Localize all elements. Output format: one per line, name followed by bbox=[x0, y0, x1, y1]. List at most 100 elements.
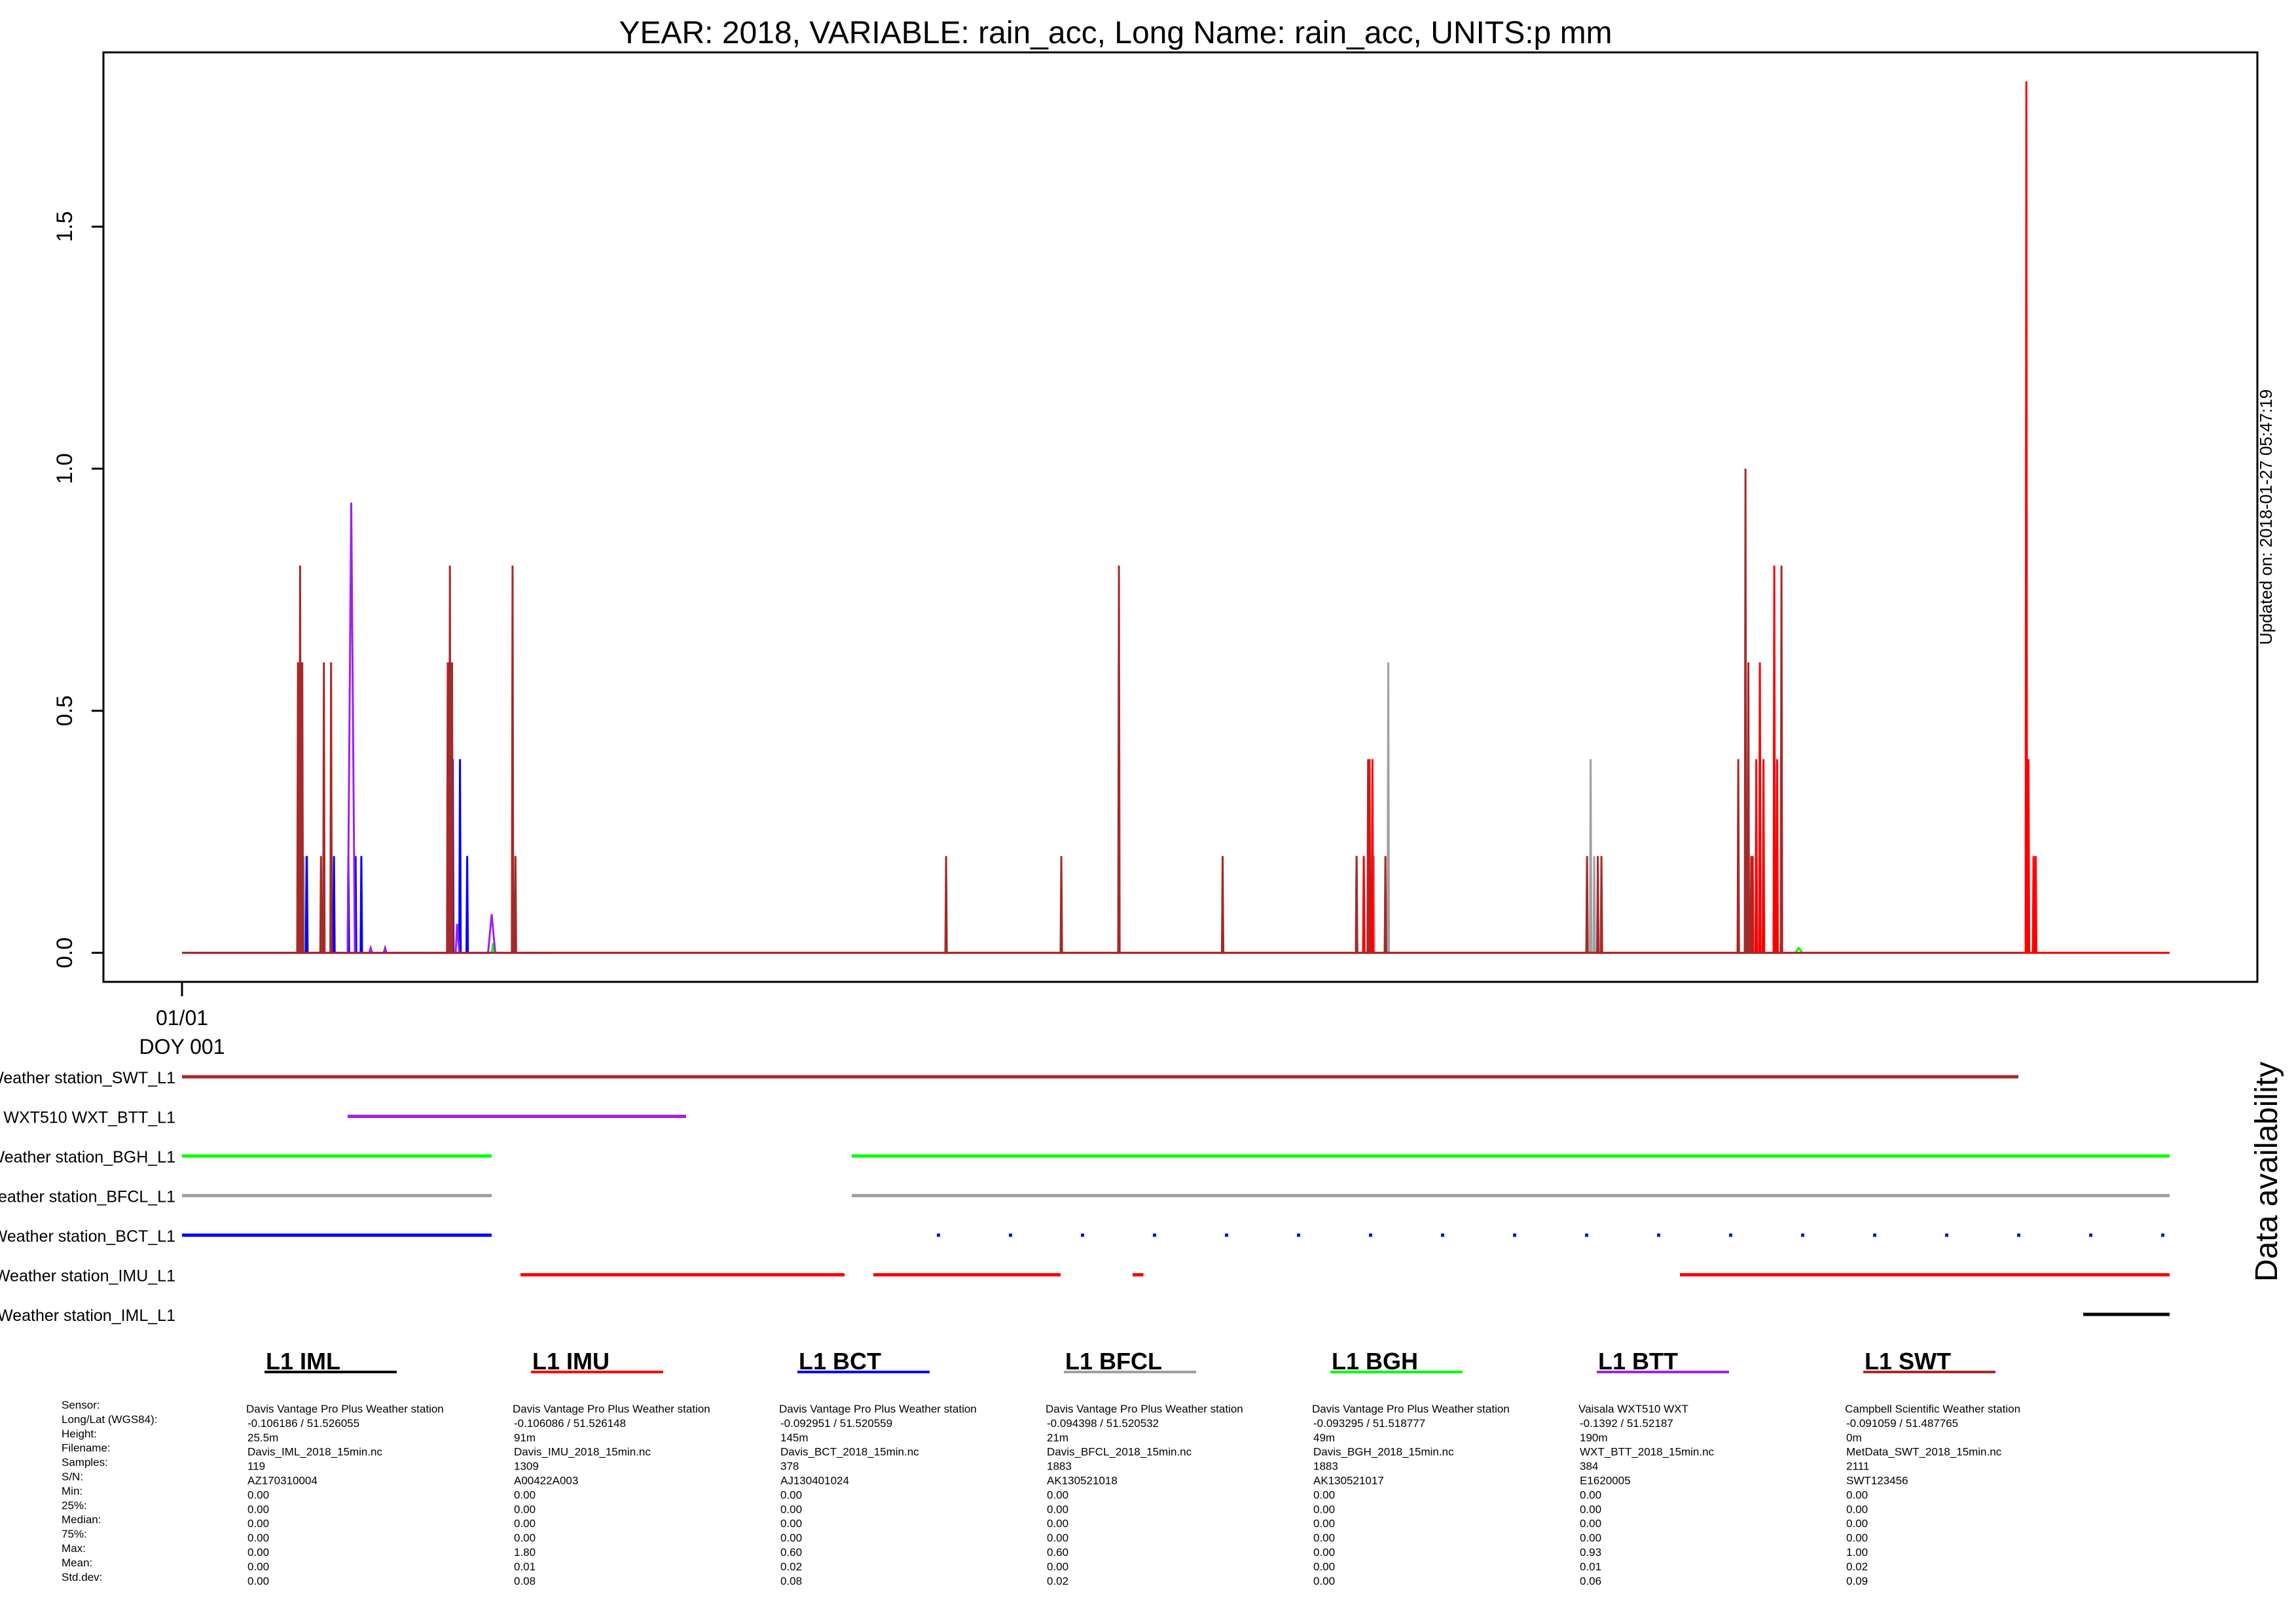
station-stat-value: 0.01 bbox=[514, 1561, 536, 1573]
availability-row-label: Davis Vantage Pro Plus Weather station_B… bbox=[0, 1148, 175, 1166]
station-stat-value: -0.092951 / 51.520559 bbox=[780, 1417, 892, 1430]
y-tick-label: 0.5 bbox=[52, 695, 77, 726]
station-stat-value: SWT123456 bbox=[1846, 1475, 1908, 1487]
availability-dot bbox=[1297, 1233, 1300, 1237]
stats-row-label: 25%: bbox=[62, 1499, 87, 1511]
station-stat-value: 0.00 bbox=[514, 1517, 536, 1530]
station-stat-value: 0.00 bbox=[1047, 1503, 1068, 1515]
station-stat-value: 1883 bbox=[1047, 1460, 1072, 1473]
station-stat-value: 0.02 bbox=[780, 1561, 802, 1573]
station-stat-value: 0.00 bbox=[1846, 1517, 1868, 1530]
stats-row-label: S/N: bbox=[62, 1471, 83, 1483]
stats-row-label: Long/Lat (WGS84): bbox=[62, 1413, 157, 1426]
station-stat-value: -0.1392 / 51.52187 bbox=[1580, 1417, 1673, 1430]
availability-dot bbox=[1225, 1233, 1228, 1237]
y-tick-label: 1.0 bbox=[52, 453, 77, 484]
station-stat-value: 0.00 bbox=[514, 1503, 536, 1515]
station-stat-value: 384 bbox=[1580, 1460, 1598, 1473]
station-stat-value: AK130521018 bbox=[1047, 1475, 1118, 1487]
station-stat-value: Davis Vantage Pro Plus Weather station bbox=[779, 1403, 977, 1415]
station-stat-value: 0.00 bbox=[1313, 1561, 1335, 1573]
plot-area bbox=[182, 81, 2170, 954]
availability-dot bbox=[1945, 1233, 1948, 1237]
station-stat-value: -0.093295 / 51.518777 bbox=[1313, 1417, 1425, 1430]
station-stat-value: 0.00 bbox=[1313, 1503, 1335, 1515]
station-stat-value: 0.00 bbox=[1313, 1575, 1335, 1587]
stats-row-label: Max: bbox=[62, 1542, 86, 1555]
stats-row-label: Median: bbox=[62, 1513, 101, 1526]
station-stat-value: 0.00 bbox=[1313, 1546, 1335, 1559]
availability-row-label: Davis Vantage Pro Plus Weather station_B… bbox=[0, 1227, 175, 1246]
station-stat-value: 0.00 bbox=[247, 1503, 269, 1515]
station-stat-value: 0.00 bbox=[514, 1532, 536, 1544]
station-stat-value: Davis_IML_2018_15min.nc bbox=[247, 1446, 383, 1458]
station-title: L1 BTT bbox=[1598, 1348, 1678, 1375]
station-stat-value: 49m bbox=[1313, 1432, 1335, 1444]
station-stat-value: 378 bbox=[780, 1460, 799, 1473]
plot-frame bbox=[102, 51, 2259, 983]
y-tick-label: 1.5 bbox=[52, 211, 77, 242]
station-stat-value: 119 bbox=[247, 1460, 265, 1473]
station-stat-value: 0.00 bbox=[780, 1532, 802, 1544]
availability-dot bbox=[1153, 1233, 1156, 1237]
station-stat-value: 0.00 bbox=[1047, 1532, 1068, 1544]
station-stat-value: 1309 bbox=[514, 1460, 539, 1473]
station-stat-value: AJ130401024 bbox=[780, 1475, 849, 1487]
station-stat-value: 0.00 bbox=[1580, 1503, 1601, 1515]
stats-row-label: Height: bbox=[62, 1428, 97, 1440]
station-stat-value: 0.00 bbox=[247, 1546, 269, 1559]
station-stat-value: 0.00 bbox=[247, 1575, 269, 1587]
station-stat-value: 0.00 bbox=[1313, 1532, 1335, 1544]
station-stat-value: -0.091059 / 51.487765 bbox=[1846, 1417, 1958, 1430]
x-tick-label: DOY 001 bbox=[139, 1035, 225, 1058]
station-stat-value: 91m bbox=[514, 1432, 536, 1444]
series-line-l1-bct bbox=[182, 662, 492, 954]
series-line-l1-swt bbox=[182, 468, 2018, 954]
station-stat-value: 0.00 bbox=[1313, 1517, 1335, 1530]
station-stat-value: 0.00 bbox=[780, 1517, 802, 1530]
station-stat-value: 0.60 bbox=[780, 1546, 802, 1559]
availability-dot bbox=[1873, 1233, 1876, 1237]
series-line-l1-imu bbox=[520, 81, 2170, 954]
availability-dot bbox=[2161, 1233, 2164, 1237]
station-stat-value: 0.08 bbox=[780, 1575, 802, 1587]
station-stat-value: 0m bbox=[1846, 1432, 1862, 1444]
availability-dot bbox=[2017, 1233, 2020, 1237]
station-stat-value: Davis_IMU_2018_15min.nc bbox=[514, 1446, 651, 1458]
axes: YEAR: 2018, VARIABLE: rain_acc, Long Nam… bbox=[52, 16, 2276, 1058]
station-title: L1 SWT bbox=[1865, 1348, 1951, 1375]
availability-dot bbox=[1441, 1233, 1444, 1237]
availability-dot bbox=[1657, 1233, 1660, 1237]
station-stat-value: Davis Vantage Pro Plus Weather station bbox=[1312, 1403, 1510, 1415]
station-stat-value: 0.00 bbox=[1313, 1489, 1335, 1501]
station-stats-panel: Sensor: Long/Lat (WGS84): Height: Filename:… bbox=[62, 1348, 2020, 1587]
station-stat-value: AZ170310004 bbox=[247, 1475, 318, 1487]
station-stat-value: Davis_BFCL_2018_15min.nc bbox=[1047, 1446, 1192, 1458]
station-title: L1 BCT bbox=[799, 1348, 881, 1375]
availability-row-label: Davis Vantage Pro Plus Weather station_B… bbox=[0, 1188, 175, 1206]
station-stat-value: Davis_BGH_2018_15min.nc bbox=[1313, 1446, 1454, 1458]
station-stat-value: 0.06 bbox=[1580, 1575, 1601, 1587]
station-stat-value: 0.09 bbox=[1846, 1575, 1868, 1587]
station-stat-value: 190m bbox=[1580, 1432, 1608, 1444]
station-title: L1 BFCL bbox=[1065, 1348, 1162, 1375]
series-line-l1-bfcl bbox=[182, 662, 2170, 954]
stats-row-label: Std.dev: bbox=[62, 1571, 102, 1583]
stats-row-label: Min: bbox=[62, 1485, 82, 1497]
station-stat-value: 0.00 bbox=[1846, 1532, 1868, 1544]
station-title: L1 BGH bbox=[1332, 1348, 1418, 1375]
station-stat-value: 0.00 bbox=[514, 1489, 536, 1501]
stats-row-label: 75%: bbox=[62, 1528, 87, 1540]
station-stat-value: 1883 bbox=[1313, 1460, 1338, 1473]
station-stat-value: Davis_BCT_2018_15min.nc bbox=[780, 1446, 919, 1458]
station-stat-value: 0.02 bbox=[1047, 1575, 1068, 1587]
availability-dot bbox=[2089, 1233, 2092, 1237]
availability-row-label: Campbell Scientific Weather station_SWT_… bbox=[0, 1069, 175, 1087]
station-stat-value: -0.094398 / 51.520532 bbox=[1047, 1417, 1159, 1430]
station-stat-value: Campbell Scientific Weather station bbox=[1845, 1403, 2020, 1415]
availability-row-label: Davis Vantage Pro Plus Weather station_I… bbox=[0, 1307, 175, 1325]
station-stat-value: 0.00 bbox=[1846, 1503, 1868, 1515]
station-stat-value: A00422A003 bbox=[514, 1475, 578, 1487]
station-stat-value: Davis Vantage Pro Plus Weather station bbox=[513, 1403, 710, 1415]
